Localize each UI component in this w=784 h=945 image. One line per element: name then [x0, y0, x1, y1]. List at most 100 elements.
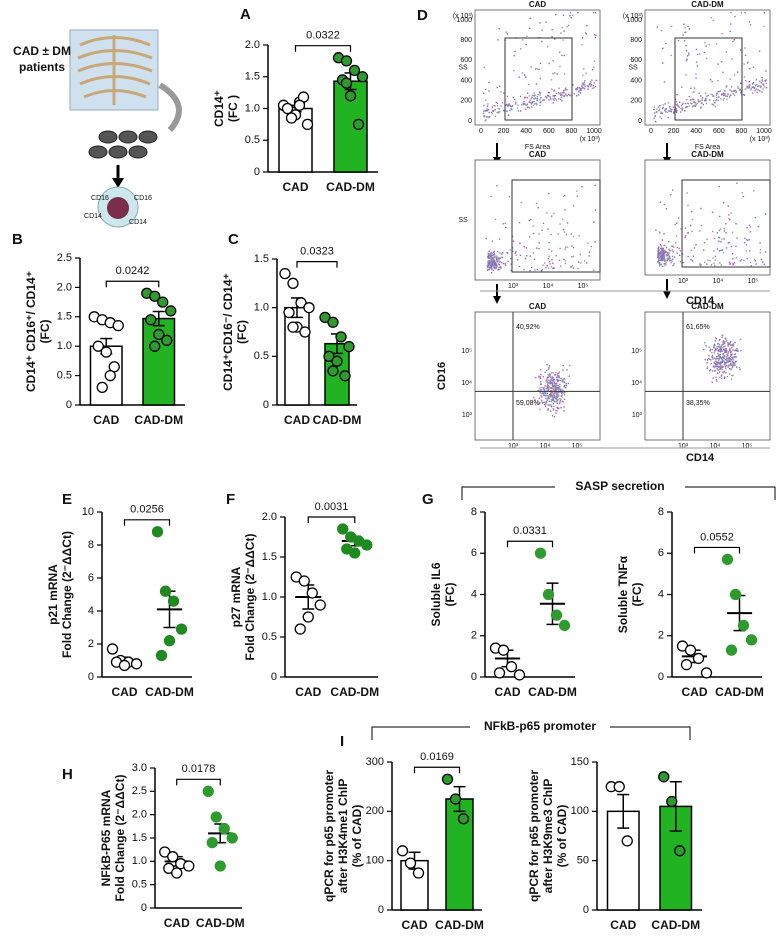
event-dot: [735, 91, 737, 93]
event-dot: [550, 376, 552, 378]
event-dot: [502, 262, 505, 265]
data-point: [725, 644, 738, 656]
event-dot: [548, 255, 550, 257]
event-dot: [545, 379, 547, 381]
event-dot: [681, 103, 684, 106]
event-dot: [714, 363, 717, 365]
event-dot: [719, 363, 721, 366]
event-dot: [657, 256, 659, 258]
event-dot: [711, 211, 714, 213]
event-dot: [756, 91, 758, 94]
event-dot: [712, 19, 714, 22]
event-dot: [556, 92, 558, 95]
event-dot: [591, 87, 594, 90]
data-point: [335, 331, 347, 343]
y-tick-label: 1.0: [245, 102, 260, 114]
event-dot: [724, 363, 726, 365]
event-dot: [554, 97, 556, 100]
event-dot: [486, 110, 488, 112]
event-dot: [711, 381, 713, 384]
event-dot: [560, 93, 562, 96]
event-dot: [739, 368, 741, 371]
y-tick-label: 0: [254, 166, 260, 178]
event-dot: [688, 54, 690, 56]
y-tick-label: 2.5: [132, 785, 147, 797]
event-dot: [725, 247, 728, 249]
event-dot: [663, 232, 665, 235]
event-dot: [529, 17, 531, 19]
event-dot: [558, 93, 561, 95]
event-dot: [531, 106, 533, 108]
event-dot: [546, 265, 548, 267]
event-dot: [749, 250, 751, 252]
flow-tick: 10⁵: [631, 348, 642, 355]
event-dot: [722, 92, 725, 94]
event-dot: [718, 368, 720, 371]
y-tick-label: 0.5: [245, 134, 260, 146]
event-dot: [728, 241, 730, 244]
event-dot: [727, 355, 729, 357]
event-dot: [493, 250, 495, 253]
event-dot: [553, 72, 556, 74]
event-dot: [666, 252, 669, 254]
event-dot: [692, 98, 694, 100]
event-dot: [528, 236, 531, 238]
y-tick-label: 4: [471, 588, 477, 600]
event-dot: [542, 388, 544, 390]
data-point: [167, 595, 180, 607]
event-dot: [727, 361, 730, 363]
event-dot: [559, 398, 561, 400]
event-dot: [711, 80, 713, 83]
flow-tick: 10⁵: [461, 348, 472, 355]
event-dot: [692, 105, 695, 107]
event-dot: [731, 374, 733, 377]
event-dot: [526, 96, 529, 99]
event-dot: [554, 396, 557, 398]
event-dot: [578, 91, 580, 93]
event-dot: [535, 102, 538, 105]
event-dot: [715, 338, 717, 340]
event-dot: [729, 348, 731, 350]
y-tick-label: 1.5: [245, 71, 260, 83]
event-dot: [557, 387, 560, 390]
y-tick-label: 2: [88, 638, 94, 650]
event-dot: [749, 261, 752, 264]
event-dot: [576, 195, 579, 197]
gate-percent: 40,92%: [516, 324, 540, 331]
event-dot: [704, 342, 706, 344]
event-dot: [558, 372, 560, 374]
x-tick-label: CAD: [495, 685, 521, 699]
event-dot: [745, 250, 748, 252]
event-dot: [554, 384, 557, 386]
event-dot: [720, 249, 722, 252]
event-dot: [725, 340, 728, 342]
significance-bracket: [176, 778, 221, 786]
event-dot: [714, 99, 717, 102]
flow-tick: 10³: [632, 412, 643, 419]
event-dot: [705, 345, 707, 347]
event-dot: [566, 89, 568, 91]
event-dot: [496, 104, 499, 107]
event-dot: [675, 101, 678, 103]
event-dot: [729, 349, 731, 352]
event-dot: [555, 99, 557, 101]
event-dot: [549, 404, 551, 406]
flow-plot: [474, 9, 601, 126]
event-dot: [563, 95, 565, 97]
event-dot: [519, 95, 522, 98]
event-dot: [708, 43, 710, 46]
event-dot: [662, 254, 665, 257]
event-dot: [489, 264, 491, 266]
event-dot: [658, 265, 661, 267]
event-dot: [494, 260, 496, 263]
event-dot: [729, 360, 731, 363]
event-dot: [723, 342, 726, 345]
event-dot: [537, 389, 540, 392]
data-point: [293, 99, 306, 111]
event-dot: [495, 264, 498, 266]
event-dot: [685, 49, 688, 52]
event-dot: [493, 252, 496, 255]
event-dot: [763, 25, 765, 28]
event-dot: [505, 104, 507, 106]
y-axis-label: Soluble IL6: [429, 562, 443, 626]
